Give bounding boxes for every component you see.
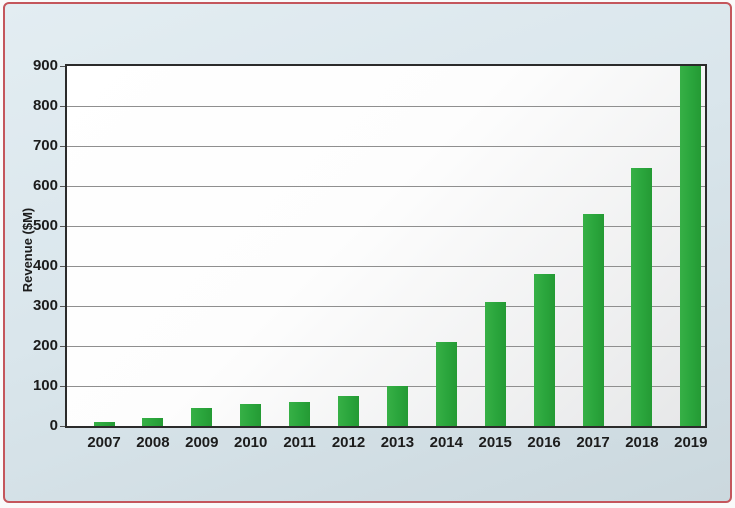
y-tick-mark-300: [60, 306, 65, 307]
x-tick-label-2011: 2011: [283, 434, 316, 451]
y-tick-label-900: 900: [32, 57, 58, 74]
gridline-700: [67, 146, 705, 147]
bar-2009: [191, 408, 213, 426]
gridline-100: [67, 386, 705, 387]
x-tick-label-2009: 2009: [185, 434, 219, 451]
x-tick-label-2008: 2008: [136, 434, 170, 451]
y-tick-label-0: 0: [49, 417, 58, 434]
bar-2015: [484, 302, 506, 426]
plot-inner: [67, 66, 705, 426]
bar-2014: [435, 342, 457, 426]
y-tick-mark-900: [60, 66, 65, 67]
bar-2019: [680, 66, 702, 426]
gridline-300: [67, 306, 705, 307]
x-tick-label-2010: 2010: [234, 434, 268, 451]
bar-2012: [338, 396, 359, 426]
y-tick-mark-600: [60, 186, 65, 187]
y-tick-mark-400: [60, 266, 65, 267]
y-tick-mark-800: [60, 106, 65, 107]
x-tick-label-2016: 2016: [527, 434, 561, 451]
y-tick-mark-500: [60, 226, 65, 227]
bar-2010: [240, 404, 262, 426]
y-tick-label-600: 600: [32, 177, 58, 194]
gridline-500: [67, 226, 705, 227]
bar-2011: [289, 402, 311, 426]
x-tick-label-2012: 2012: [331, 434, 366, 451]
bar-2017: [582, 214, 604, 426]
y-tick-mark-200: [60, 346, 65, 347]
y-tick-label-500: 500: [32, 217, 58, 234]
bar-2016: [533, 274, 555, 426]
y-tick-label-800: 800: [32, 97, 58, 114]
y-tick-mark-700: [60, 146, 65, 147]
bar-2007: [93, 422, 115, 426]
gridline-400: [67, 266, 705, 267]
bar-2013: [386, 386, 408, 426]
gridline-800: [67, 106, 705, 107]
x-tick-label-2014: 2014: [429, 434, 463, 451]
bar-2008: [142, 418, 164, 426]
y-tick-mark-0: [60, 426, 65, 427]
x-tick-label-2019: 2019: [674, 434, 708, 451]
bar-2018: [631, 168, 653, 426]
y-tick-label-300: 300: [32, 297, 58, 314]
x-tick-label-2013: 2013: [380, 434, 415, 451]
y-tick-label-400: 400: [32, 257, 58, 274]
x-tick-label-2007: 2007: [87, 434, 121, 451]
plot-area: [65, 64, 707, 428]
x-tick-label-2017: 2017: [576, 434, 610, 451]
gridline-600: [67, 186, 705, 187]
y-tick-mark-100: [60, 386, 65, 387]
y-tick-label-200: 200: [32, 337, 58, 354]
y-tick-label-100: 100: [32, 377, 58, 394]
x-tick-label-2018: 2018: [625, 434, 659, 451]
y-tick-label-700: 700: [32, 137, 58, 154]
gridline-200: [67, 346, 705, 347]
x-tick-label-2015: 2015: [478, 434, 512, 451]
